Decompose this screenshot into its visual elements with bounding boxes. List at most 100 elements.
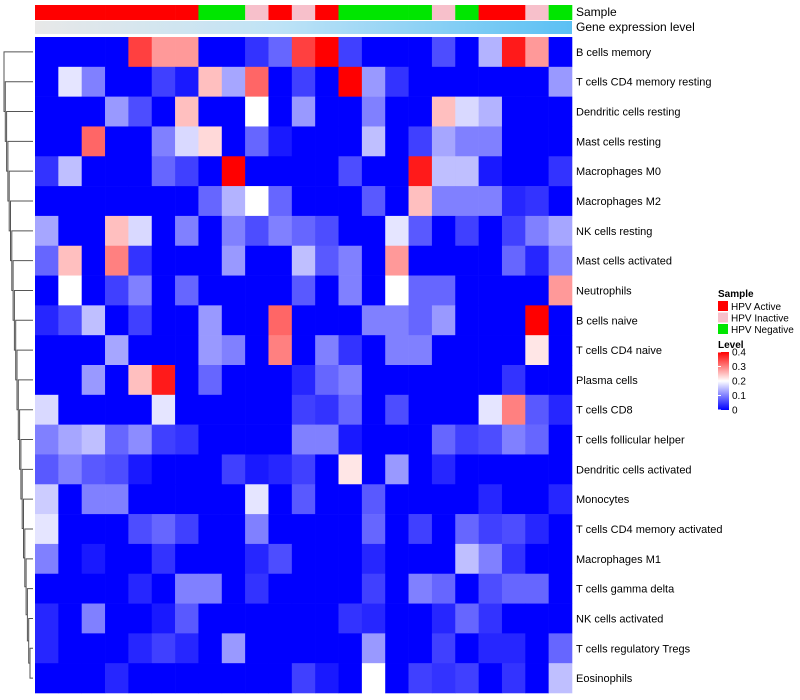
heatmap-cell — [291, 305, 316, 336]
heatmap-cell — [385, 365, 409, 396]
heatmap-cell — [501, 424, 526, 455]
heatmap-cell — [478, 603, 503, 634]
heatmap-cell — [35, 365, 59, 396]
dendrogram-branch — [29, 647, 33, 679]
heatmap-cell — [291, 275, 316, 306]
row-label: T cells CD4 memory activated — [576, 524, 723, 536]
heatmap-cell — [245, 156, 269, 187]
row-label: Dendritic cells resting — [576, 107, 681, 119]
heatmap-cell — [525, 156, 549, 187]
heatmap-cell — [548, 215, 573, 247]
heatmap-cell — [501, 156, 526, 187]
sample-legend-swatch — [718, 324, 728, 334]
heatmap-cell — [548, 186, 573, 217]
heatmap-cell — [315, 633, 339, 664]
heatmap-cell — [35, 335, 59, 366]
sample-annotation-cell — [105, 5, 129, 20]
heatmap-cell — [268, 37, 293, 68]
sample-legend-title: Sample — [718, 289, 754, 300]
heatmap-cell — [525, 484, 549, 515]
heatmap-cell — [361, 454, 386, 485]
heatmap-cell — [291, 37, 316, 68]
heatmap-cell — [198, 514, 223, 545]
heatmap-cell — [221, 275, 246, 306]
heatmap-cell — [245, 514, 269, 545]
heatmap-cell — [128, 573, 153, 604]
heatmap-cell — [385, 305, 409, 336]
heatmap-cell — [58, 424, 82, 455]
heatmap-cell — [501, 37, 526, 68]
heatmap-cell — [338, 37, 363, 68]
heatmap-cell — [58, 603, 82, 634]
sample-legend-swatch — [718, 301, 728, 311]
row-label: B cells memory — [576, 47, 652, 59]
heatmap-cell — [408, 573, 433, 604]
sample-annotation-cell — [291, 5, 316, 20]
heatmap-cell — [35, 424, 59, 455]
heatmap-cell — [175, 573, 199, 604]
heatmap-cell — [268, 603, 293, 634]
heatmap-cell — [548, 514, 573, 545]
heatmap-cell — [385, 394, 409, 425]
heatmap-cell — [338, 156, 363, 187]
heatmap-cell — [501, 245, 526, 276]
heatmap-cell — [175, 365, 199, 396]
heatmap-cell — [291, 454, 316, 485]
heatmap-cell — [431, 514, 456, 545]
heatmap-cell — [198, 96, 223, 127]
heatmap-cell — [175, 633, 199, 664]
heatmap-cell — [35, 66, 59, 97]
heatmap-cell — [128, 633, 153, 664]
heatmap-cell — [525, 66, 549, 97]
heatmap-cell — [455, 454, 479, 485]
heatmap-cell — [268, 424, 293, 455]
heatmap-cell — [151, 365, 176, 396]
heatmap-cell — [81, 96, 106, 127]
heatmap-cell — [128, 96, 153, 127]
heatmap-cell — [268, 275, 293, 306]
heatmap-cell — [81, 186, 106, 217]
heatmap-cell — [58, 96, 82, 127]
heatmap-cell — [105, 454, 129, 485]
heatmap-cell — [548, 394, 573, 425]
heatmap-cell — [338, 394, 363, 425]
heatmap-cell — [221, 215, 246, 247]
heatmap-cell — [478, 573, 503, 604]
heatmap-cell — [105, 245, 129, 276]
heatmap-cell — [291, 603, 316, 634]
heatmap-cell — [198, 663, 223, 694]
heatmap-cell — [501, 215, 526, 247]
heatmap-cell — [338, 335, 363, 366]
heatmap-cell — [105, 365, 129, 396]
heatmap-cell — [105, 305, 129, 336]
heatmap-cell — [525, 543, 549, 575]
heatmap-cell — [431, 186, 456, 217]
heatmap-cell — [455, 305, 479, 336]
heatmap-cell — [338, 633, 363, 664]
heatmap-cell — [291, 156, 316, 187]
sample-annotation-cell — [548, 5, 573, 20]
heatmap-cell — [431, 543, 456, 575]
row-label: Plasma cells — [576, 375, 638, 387]
heatmap-cell — [291, 543, 316, 575]
heatmap-cell — [105, 186, 129, 217]
heatmap-cell — [81, 543, 106, 575]
heatmap-cells — [35, 37, 573, 694]
heatmap-cell — [268, 663, 293, 694]
heatmap-cell — [245, 335, 269, 366]
heatmap-cell — [128, 66, 153, 97]
heatmap-cell — [478, 663, 503, 694]
heatmap-cell — [315, 573, 339, 604]
heatmap-cell — [175, 126, 199, 157]
heatmap-cell — [338, 484, 363, 515]
heatmap-cell — [431, 96, 456, 127]
heatmap-cell — [338, 275, 363, 306]
heatmap-cell — [431, 663, 456, 694]
heatmap-cell — [548, 335, 573, 366]
heatmap-cell — [385, 454, 409, 485]
heatmap-cell — [408, 126, 433, 157]
heatmap-cell — [35, 454, 59, 485]
heatmap-cell — [35, 394, 59, 425]
heatmap-cell — [315, 543, 339, 575]
heatmap-cell — [478, 305, 503, 336]
